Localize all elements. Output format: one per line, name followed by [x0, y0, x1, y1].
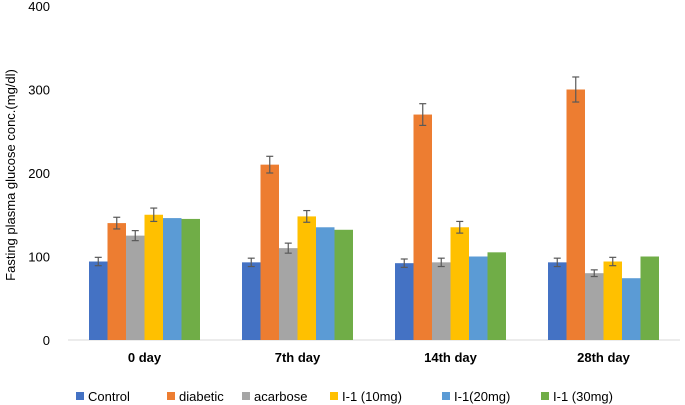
- bar: [126, 235, 145, 340]
- y-tick-label: 0: [43, 333, 50, 348]
- y-tick-label: 400: [28, 0, 50, 14]
- category-labels: 0 day 7th day 14th day 28th day: [128, 350, 631, 365]
- legend-swatch: [242, 392, 250, 400]
- bar: [242, 262, 261, 340]
- error-bar: [419, 103, 427, 127]
- error-bar: [303, 209, 311, 223]
- category-label: 14th day: [424, 350, 478, 365]
- legend-item: I-1 (30mg): [541, 389, 613, 404]
- bar: [432, 262, 451, 340]
- error-bar: [94, 256, 102, 267]
- error-bar: [131, 230, 139, 242]
- legend-label: acarbose: [254, 389, 307, 404]
- legend-label: I-1 (30mg): [553, 389, 613, 404]
- legend-item: Control: [76, 389, 130, 404]
- legend-label: I-1(20mg): [454, 389, 510, 404]
- category-label: 28th day: [577, 350, 631, 365]
- bar: [279, 248, 298, 340]
- y-tick-label: 200: [28, 166, 50, 181]
- legend-swatch: [442, 392, 450, 400]
- legend-swatch: [76, 392, 84, 400]
- bar: [334, 229, 353, 340]
- legend-swatch: [330, 392, 338, 400]
- bar: [297, 216, 316, 340]
- bar: [622, 278, 641, 340]
- bar: [413, 114, 432, 340]
- bar: [487, 252, 506, 340]
- legend-label: Control: [88, 389, 130, 404]
- error-bar: [572, 76, 580, 103]
- error-bar: [553, 257, 561, 268]
- y-axis-ticks: 0 100 200 300 400: [28, 0, 50, 348]
- legend-item: acarbose: [242, 389, 307, 404]
- y-axis-title: Fasting plasma glucose conc.(mg/dl): [3, 69, 18, 281]
- legend-swatch: [541, 392, 549, 400]
- error-bar: [609, 256, 617, 267]
- error-bar: [437, 257, 445, 268]
- y-tick-label: 100: [28, 250, 50, 265]
- error-bar: [266, 155, 274, 174]
- y-tick-label: 300: [28, 83, 50, 98]
- category-label: 7th day: [275, 350, 321, 365]
- error-bar: [284, 242, 292, 254]
- bar: [107, 223, 126, 340]
- error-bar: [456, 220, 464, 234]
- legend-item: I-1(20mg): [442, 389, 510, 404]
- legend-item: diabetic: [167, 389, 224, 404]
- bar: [548, 262, 567, 340]
- bar: [640, 256, 659, 340]
- bar: [260, 164, 279, 340]
- legend-item: I-1 (10mg): [330, 389, 402, 404]
- bar: [316, 227, 335, 340]
- bar: [469, 256, 488, 340]
- bar: [395, 263, 414, 340]
- bars-group: [89, 89, 659, 340]
- error-bar: [400, 258, 408, 268]
- bar: [566, 89, 585, 340]
- bar: [181, 218, 200, 340]
- legend-label: diabetic: [179, 389, 224, 404]
- error-bars-group: [94, 76, 617, 278]
- legend-swatch: [167, 392, 175, 400]
- bar: [585, 273, 604, 340]
- bar: [89, 261, 108, 340]
- error-bar: [247, 257, 255, 268]
- bar: [603, 261, 622, 340]
- legend-label: I-1 (10mg): [342, 389, 402, 404]
- bar: [450, 227, 469, 340]
- error-bar: [590, 269, 598, 278]
- bar: [163, 218, 182, 340]
- category-label: 0 day: [128, 350, 162, 365]
- error-bar: [150, 207, 158, 223]
- legend: Control diabetic acarbose I-1 (10mg) I-1(20m…: [76, 389, 613, 404]
- error-bar: [113, 216, 121, 230]
- bar: [144, 214, 163, 340]
